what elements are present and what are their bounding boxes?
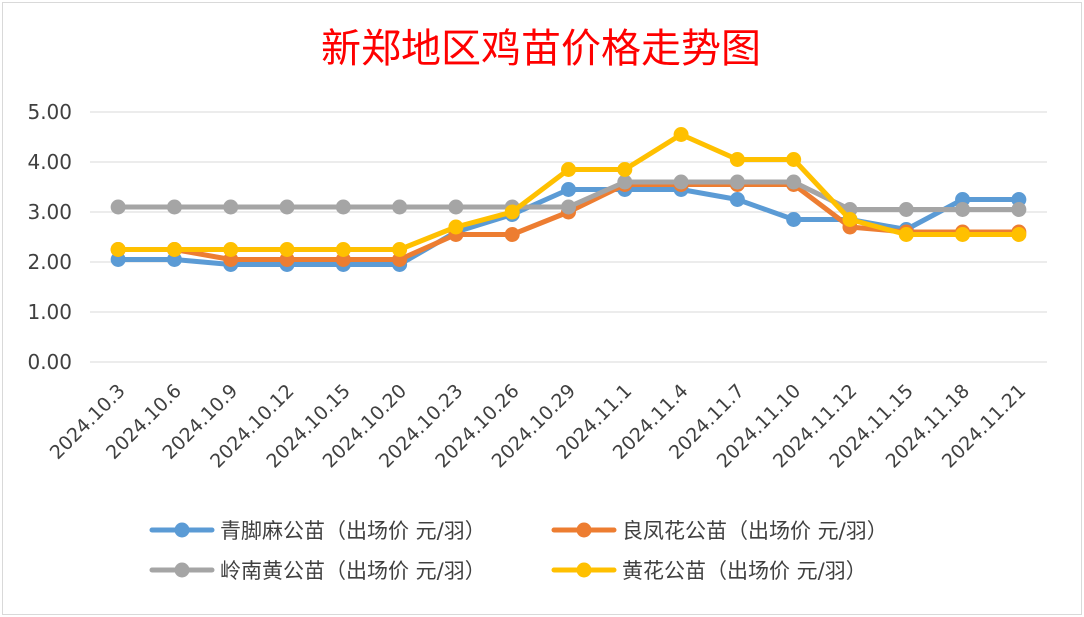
- legend-marker: [576, 522, 592, 538]
- data-point: [504, 227, 520, 242]
- data-point: [110, 242, 126, 257]
- legend-label: 岭南黄公苗（出场价 元/羽）: [220, 559, 486, 583]
- y-tick-label: 5.00: [27, 100, 72, 124]
- y-tick-label: 1.00: [27, 300, 72, 324]
- legend-label: 青脚麻公苗（出场价 元/羽）: [220, 519, 486, 543]
- data-point: [617, 174, 633, 190]
- data-point: [673, 174, 689, 190]
- legend-marker: [174, 562, 190, 578]
- data-point: [1011, 202, 1027, 217]
- legend-item: 黄花公苗（出场价 元/羽）: [551, 559, 867, 583]
- data-point: [673, 127, 689, 142]
- data-point: [729, 192, 745, 207]
- y-tick-label: 0.00: [27, 350, 72, 374]
- data-point: [898, 202, 914, 217]
- series-2: [110, 174, 1027, 217]
- legend-marker: [576, 562, 592, 578]
- legend-item: 青脚麻公苗（出场价 元/羽）: [149, 519, 486, 543]
- data-point: [279, 242, 295, 257]
- data-point: [223, 199, 239, 215]
- data-point: [729, 152, 745, 167]
- y-axis-ticks: 0.00 1.00 2.00 3.00 4.00 5.00: [27, 100, 72, 374]
- legend-label: 良凤花公苗（出场价 元/羽）: [622, 519, 888, 543]
- data-point: [561, 162, 576, 177]
- y-tick-label: 3.00: [27, 200, 72, 224]
- legend-item: 岭南黄公苗（出场价 元/羽）: [149, 559, 486, 583]
- y-tick-label: 2.00: [27, 250, 72, 274]
- data-point: [955, 227, 971, 242]
- data-point: [729, 174, 745, 190]
- x-axis-ticks: 2024.10.32024.10.62024.10.92024.10.12202…: [46, 380, 1031, 472]
- data-point: [786, 152, 802, 167]
- legend-item: 良凤花公苗（出场价 元/羽）: [551, 519, 888, 543]
- legend-marker: [174, 522, 190, 538]
- data-point: [223, 242, 239, 257]
- y-tick-label: 4.00: [27, 150, 72, 174]
- series-3: [110, 127, 1027, 257]
- data-point: [617, 162, 633, 177]
- data-point: [448, 219, 464, 235]
- data-point: [110, 199, 126, 215]
- chart-title: 新郑地区鸡苗价格走势图: [321, 26, 761, 72]
- data-point: [504, 204, 520, 220]
- data-point: [279, 199, 295, 215]
- data-point: [1011, 227, 1027, 242]
- data-point: [898, 227, 914, 242]
- data-point: [448, 199, 464, 215]
- data-point: [786, 212, 802, 227]
- data-point: [561, 182, 576, 197]
- data-point: [335, 242, 351, 257]
- data-point: [955, 202, 971, 217]
- data-point: [786, 174, 802, 190]
- data-point: [561, 199, 576, 215]
- data-point: [392, 242, 408, 257]
- data-point: [335, 199, 351, 215]
- data-point: [166, 242, 182, 257]
- data-point: [842, 212, 858, 227]
- legend: 青脚麻公苗（出场价 元/羽） 良凤花公苗（出场价 元/羽） 岭南黄公苗（出场价 元/…: [149, 519, 888, 583]
- series-lines: [110, 127, 1027, 272]
- data-point: [166, 199, 182, 215]
- data-point: [392, 199, 408, 215]
- legend-label: 黄花公苗（出场价 元/羽）: [622, 559, 867, 583]
